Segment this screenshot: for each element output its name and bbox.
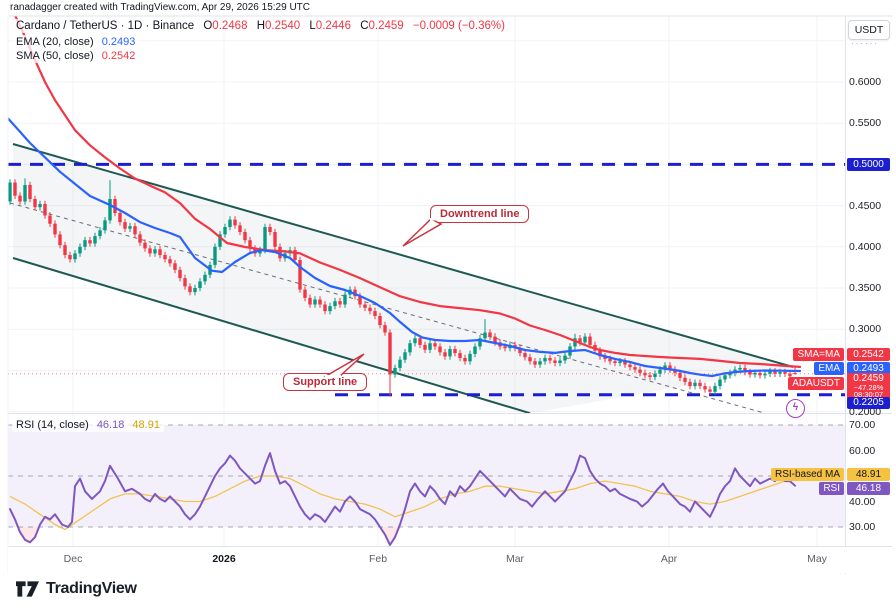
rsi-axis-tick: 70.00 (849, 419, 876, 431)
sma-value: 0.2542 (101, 50, 136, 62)
rsi-label: RSI (14, close) (16, 419, 89, 431)
ohlc-low-key: L (309, 20, 316, 32)
callout-tail (323, 353, 365, 378)
rsi-axis-tick: 40.00 (849, 495, 876, 508)
rsi-ma-axis-value: 48.91 (847, 468, 890, 481)
ohlc-low-value: 0.2446 (315, 20, 351, 32)
level-0-5000-tag: 0.5000 (847, 158, 890, 171)
rsi-axis-tick: 60.00 (849, 444, 876, 457)
symbol-axis-tag: ADAUSDT (788, 377, 844, 390)
change-percent-value: −47.28% (853, 383, 884, 392)
price-gridlines (8, 40, 845, 413)
attribution-text: ranadagger created with TradingView.com,… (10, 2, 310, 13)
time-axis-label: Mar (505, 553, 525, 565)
lightning-icon[interactable]: ϟ (786, 399, 805, 418)
time-axis-label: Dec (63, 553, 83, 565)
sma-legend-row[interactable]: SMA (50, close) 0.2542 (12, 49, 140, 63)
ema-axis-value: 0.2493 (847, 362, 890, 375)
rsi-legend-row[interactable]: RSI (14, close) 46.18 48.91 (12, 418, 164, 432)
support-line-callout[interactable]: Support line (283, 353, 368, 391)
price-axis-tick: 0.3000 (849, 323, 882, 336)
change-value: −0.0009 (−0.36%) (412, 20, 505, 32)
rsi-value: 46.18 (96, 419, 125, 431)
symbol-title: Cardano / TetherUS · 1D · Binance (16, 20, 195, 32)
downtrend-line-callout[interactable]: Downtrend line (402, 205, 530, 247)
level-0-2205-tag: 0.2205 (847, 397, 890, 409)
tradingview-logo-icon (16, 581, 39, 597)
sma-axis-tag: SMA=MA (793, 348, 844, 361)
ohlc-open-key: O (203, 20, 213, 32)
rsi-axis-tag: RSI (819, 482, 844, 495)
price-axis-tick: 0.4500 (849, 199, 882, 212)
ema-20-line (8, 117, 802, 378)
ohlc-high-value: 0.2540 (265, 20, 301, 32)
price-axis-tick: 0.6000 (849, 76, 882, 88)
rsi-axis-value: 46.18 (847, 482, 890, 495)
downtrend-callout-label: Downtrend line (440, 208, 520, 220)
ema-value: 0.2493 (101, 36, 136, 48)
time-axis[interactable] (8, 547, 892, 573)
price-axis-tick: 0.3500 (849, 282, 882, 294)
ema-axis-tag: EMA (814, 362, 844, 375)
sma-label: SMA (50, close) (16, 50, 94, 62)
ohlc-close-value: 0.2459 (368, 20, 404, 32)
sma-axis-value: 0.2542 (847, 348, 890, 361)
rsi-line (9, 452, 796, 546)
channel-midline (9, 202, 768, 414)
last-price-value: 0.2459 (853, 373, 884, 384)
ema-label: EMA (20, close) (16, 36, 94, 48)
trend-channel (9, 143, 794, 414)
ohlc-open-value: 0.2468 (212, 20, 248, 32)
time-axis-label: 2026 (212, 553, 236, 565)
time-axis-label: Feb (368, 553, 388, 565)
ema-legend-row[interactable]: EMA (20, close) 0.2493 (12, 35, 140, 49)
price-axis[interactable] (846, 16, 892, 546)
pane-separators (7, 15, 892, 574)
rsi-axis-tick: 30.00 (849, 521, 876, 533)
support-callout-label: Support line (293, 376, 358, 388)
support-line (12, 257, 531, 414)
bar-countdown: 08:30:07 (853, 390, 884, 399)
callout-tail (402, 218, 443, 247)
rsi-ma-value: 48.91 (132, 419, 160, 431)
sma-50-line (14, 16, 802, 368)
ohlc-high-key: H (256, 20, 265, 32)
rsi-band (8, 425, 845, 527)
ohlc-close-key: C (360, 20, 369, 32)
rsi-ma-axis-tag: RSI-based MA (770, 468, 844, 481)
symbol-legend-row[interactable]: Cardano / TetherUS · 1D · Binance O0.246… (12, 19, 509, 33)
currency-toggle-button[interactable]: USDT (848, 20, 890, 40)
time-axis-label: Apr (660, 553, 678, 565)
price-axis-tick: 0.4000 (849, 240, 882, 253)
last-price-axis-block: 0.2459 −47.28% 08:30:07 (847, 373, 890, 399)
tradingview-logo-text: TradingView (46, 580, 137, 597)
candlesticks (8, 178, 797, 397)
price-axis-tick: 0.5500 (849, 117, 882, 130)
tradingview-logo[interactable]: TradingView (16, 580, 137, 598)
time-axis-label: May (807, 553, 827, 565)
clipped-axis-label: ······ (851, 39, 879, 48)
rsi-oversold-fill (18, 527, 399, 545)
blue-dashed-levels (8, 162, 845, 397)
